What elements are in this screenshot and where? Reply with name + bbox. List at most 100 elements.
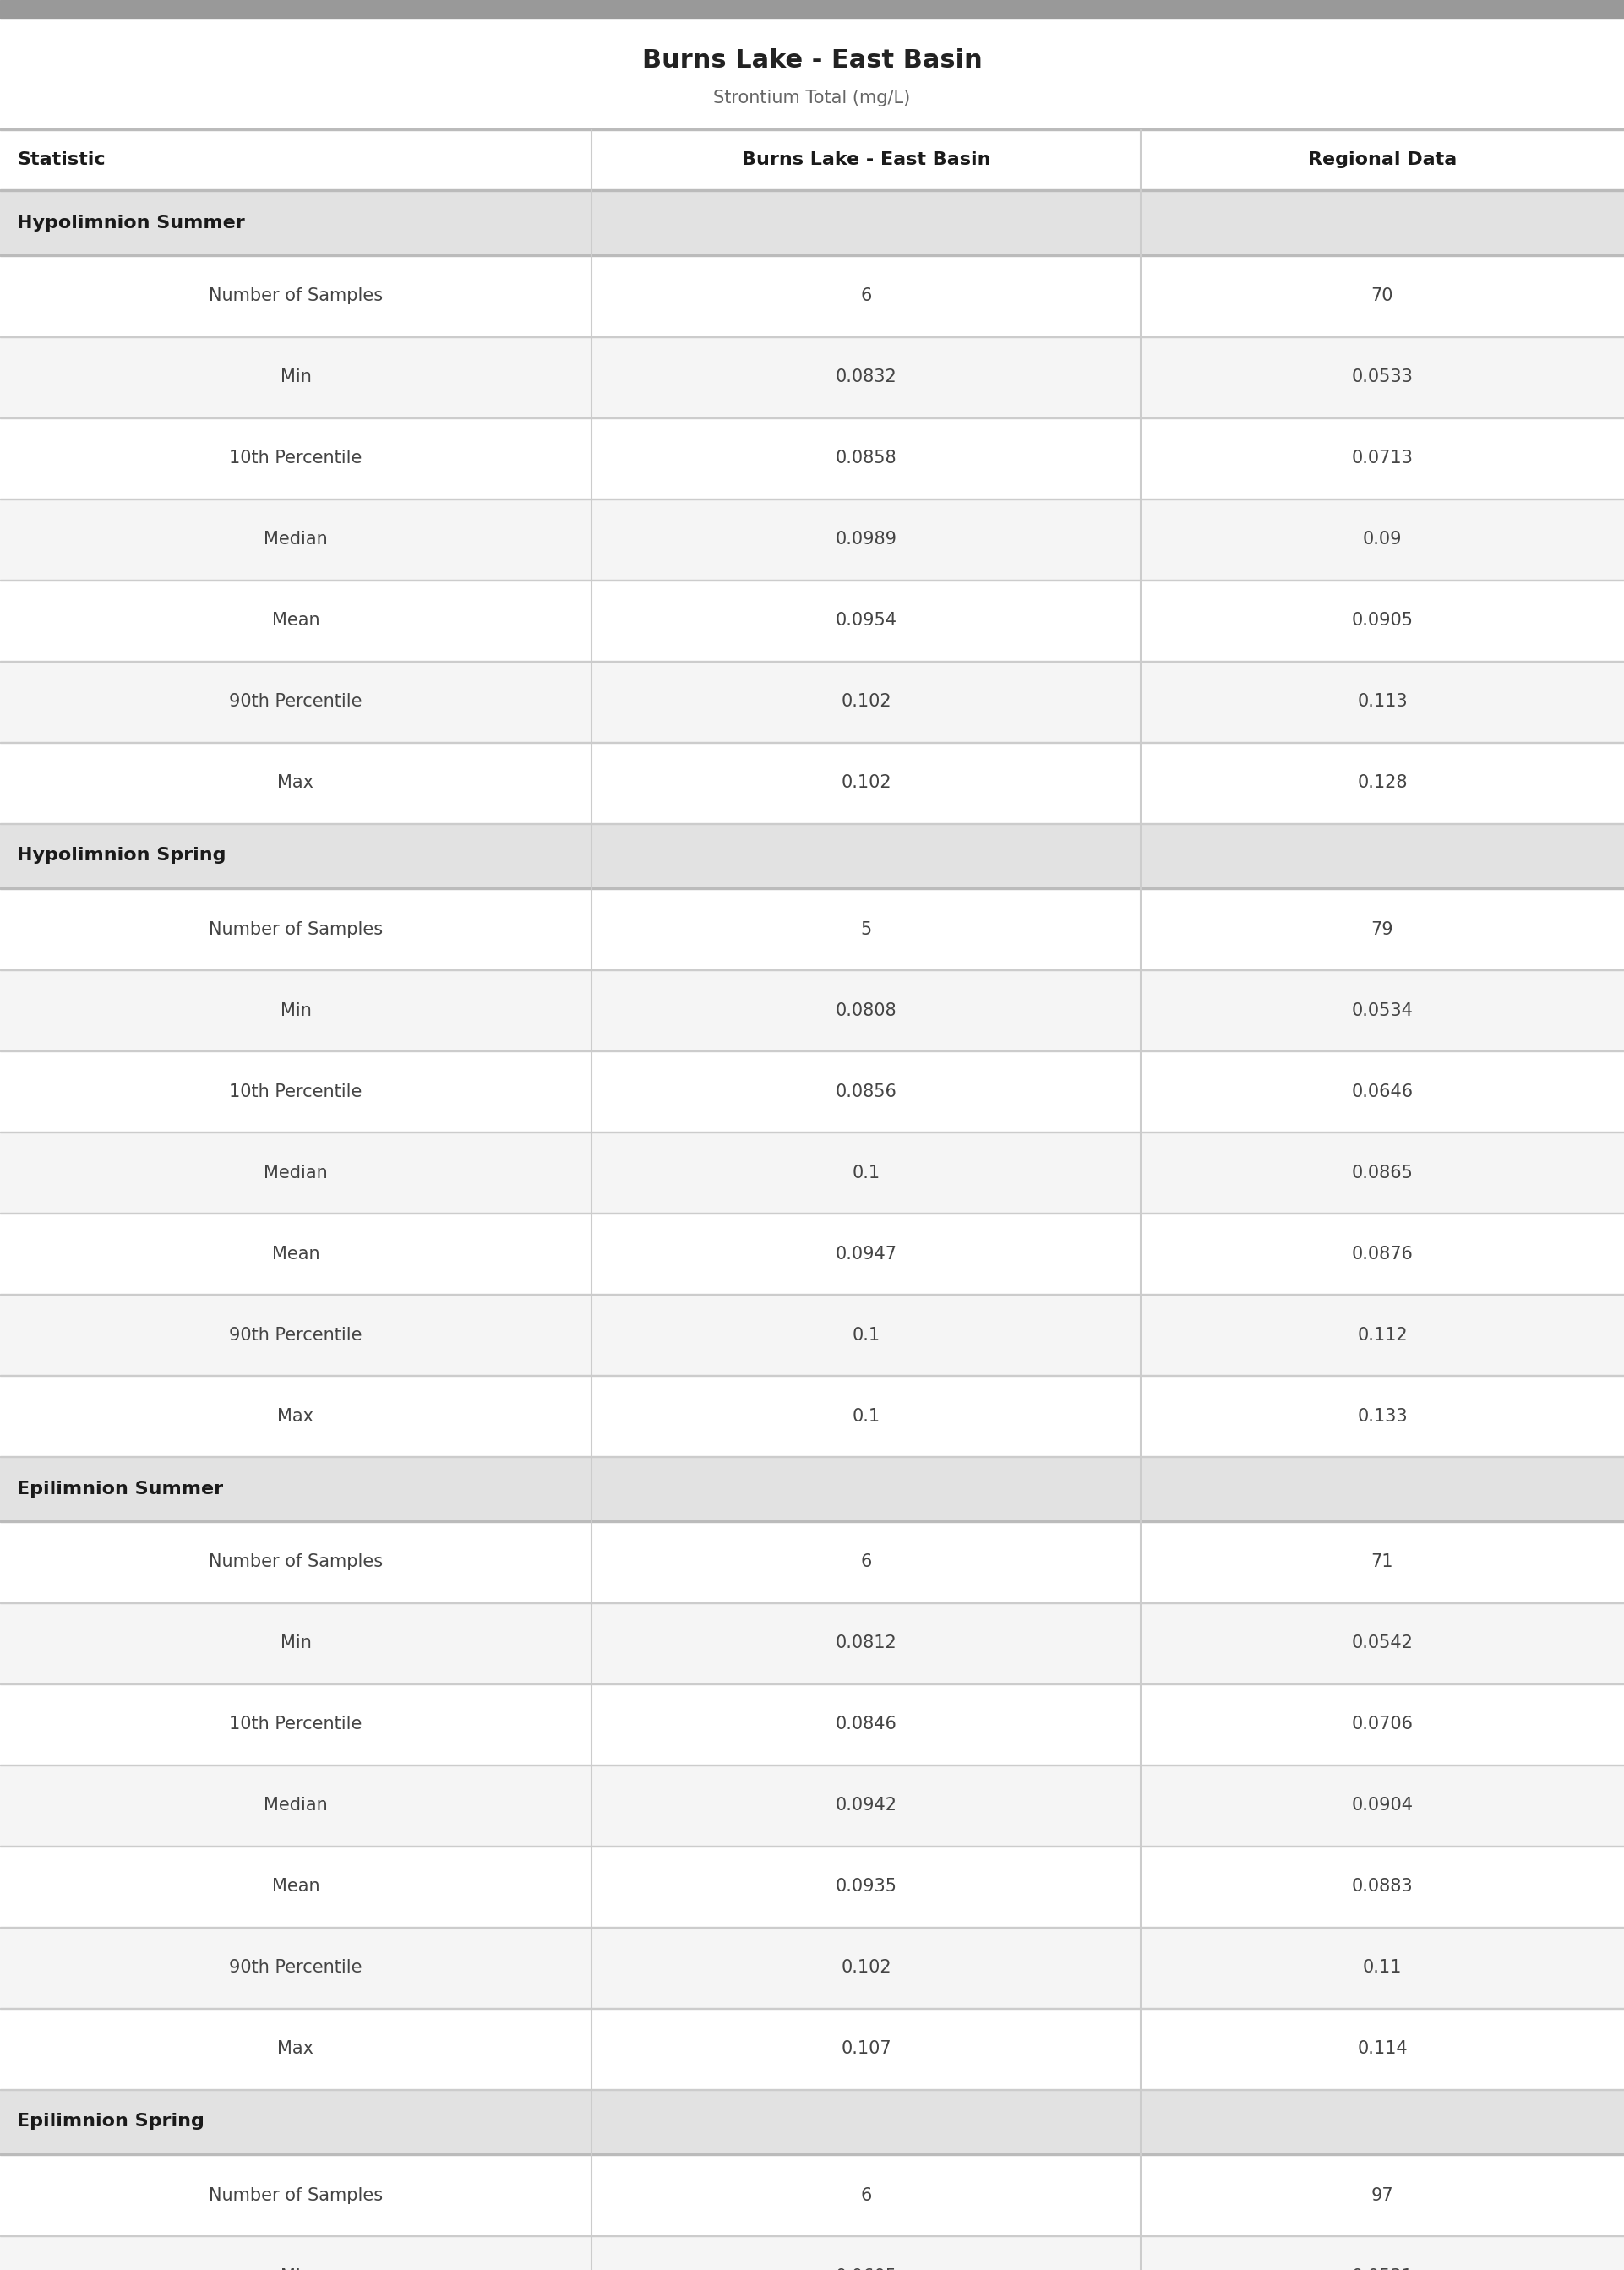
Text: 0.114: 0.114 (1358, 2041, 1408, 2057)
Bar (0, 1927, 1624, 2009)
Bar (0, 581, 1624, 661)
Text: Strontium Total (mg/L): Strontium Total (mg/L) (713, 89, 911, 107)
Text: 6: 6 (861, 2186, 872, 2204)
Bar (0, 129, 1624, 188)
Bar (0, 2009, 1624, 2088)
Text: 0.0846: 0.0846 (835, 1716, 896, 1732)
Bar (0, 890, 1624, 969)
Text: 10th Percentile: 10th Percentile (229, 1716, 362, 1732)
Text: Max: Max (278, 774, 313, 792)
Text: Hypolimnion Summer: Hypolimnion Summer (16, 213, 245, 232)
Text: Number of Samples: Number of Samples (208, 1553, 383, 1571)
Bar (0, 1457, 1624, 1521)
Bar (0, 1523, 1624, 1603)
Text: 0.0883: 0.0883 (1351, 1877, 1413, 1895)
Text: Mean: Mean (271, 1877, 320, 1895)
Text: 0.0646: 0.0646 (1351, 1083, 1413, 1101)
Text: 0.0533: 0.0533 (1351, 370, 1413, 386)
Text: 0.0856: 0.0856 (835, 1083, 896, 1101)
Text: 0.0865: 0.0865 (1351, 1165, 1413, 1180)
Text: 0.1: 0.1 (853, 1407, 880, 1426)
Text: 0.0947: 0.0947 (835, 1246, 896, 1262)
Text: 0.102: 0.102 (841, 692, 892, 711)
Text: 0.0954: 0.0954 (835, 613, 896, 629)
Text: 97: 97 (1371, 2186, 1393, 2204)
Bar (0, 1766, 1624, 1846)
Text: 90th Percentile: 90th Percentile (229, 1959, 362, 1977)
Text: 0.09: 0.09 (1363, 531, 1402, 547)
Bar (0, 2236, 1624, 2270)
Text: 6: 6 (861, 288, 872, 304)
Text: 0.112: 0.112 (1358, 1326, 1408, 1344)
Text: Hypolimnion Spring: Hypolimnion Spring (16, 847, 226, 865)
Text: 10th Percentile: 10th Percentile (229, 1083, 362, 1101)
Bar (0, 2091, 1624, 2154)
Text: 6: 6 (861, 1553, 872, 1571)
Text: 0.0542: 0.0542 (1351, 1634, 1413, 1653)
Text: Number of Samples: Number of Samples (208, 2186, 383, 2204)
Text: 0.0858: 0.0858 (835, 449, 896, 468)
Text: 0.102: 0.102 (841, 774, 892, 792)
Text: 0.102: 0.102 (841, 1959, 892, 1977)
Bar (0, 1294, 1624, 1376)
Text: 0.0706: 0.0706 (1351, 1716, 1413, 1732)
Text: Epilimnion Summer: Epilimnion Summer (16, 1480, 222, 1498)
Text: Min: Min (281, 370, 312, 386)
Text: Min: Min (281, 1634, 312, 1653)
Text: 0.0942: 0.0942 (835, 1798, 896, 1814)
Text: 0.0832: 0.0832 (835, 370, 896, 386)
Text: 0.0876: 0.0876 (1351, 1246, 1413, 1262)
Text: Median: Median (263, 1798, 328, 1814)
Text: 0.1: 0.1 (853, 1326, 880, 1344)
Text: 0.113: 0.113 (1358, 692, 1408, 711)
Text: Max: Max (278, 1407, 313, 1426)
Text: Epilimnion Spring: Epilimnion Spring (16, 2113, 205, 2129)
Text: Burns Lake - East Basin: Burns Lake - East Basin (742, 152, 991, 168)
Text: Statistic: Statistic (16, 152, 106, 168)
Text: 0.107: 0.107 (841, 2041, 892, 2057)
Bar (0, 1684, 1624, 1764)
Text: Mean: Mean (271, 1246, 320, 1262)
Text: 0.0713: 0.0713 (1351, 449, 1413, 468)
Text: 70: 70 (1371, 288, 1393, 304)
Text: 0.1: 0.1 (853, 1165, 880, 1180)
Text: 10th Percentile: 10th Percentile (229, 449, 362, 468)
Bar (0, 191, 1624, 254)
Bar (0, 1376, 1624, 1455)
Text: 79: 79 (1371, 922, 1393, 938)
Bar (0, 742, 1624, 824)
Text: 0.0989: 0.0989 (835, 531, 896, 547)
Text: 0.128: 0.128 (1358, 774, 1408, 792)
Text: 0.133: 0.133 (1358, 1407, 1408, 1426)
Text: 5: 5 (861, 922, 872, 938)
Text: Number of Samples: Number of Samples (208, 922, 383, 938)
Bar (0, 1603, 1624, 1684)
Text: Mean: Mean (271, 613, 320, 629)
Bar (0, 257, 1624, 336)
Bar (0, 0, 1624, 18)
Bar (0, 499, 1624, 579)
Text: Burns Lake - East Basin: Burns Lake - East Basin (641, 48, 983, 73)
Text: 0.0808: 0.0808 (835, 1001, 896, 1019)
Bar (0, 663, 1624, 742)
Text: 0.0935: 0.0935 (835, 1877, 896, 1895)
Text: 0.0534: 0.0534 (1351, 1001, 1413, 1019)
Text: Number of Samples: Number of Samples (208, 288, 383, 304)
Text: 0.11: 0.11 (1363, 1959, 1402, 1977)
Bar (0, 418, 1624, 499)
Text: Median: Median (263, 531, 328, 547)
Text: 0.0904: 0.0904 (1351, 1798, 1413, 1814)
Bar (0, 824, 1624, 888)
Text: Min: Min (281, 1001, 312, 1019)
Text: Regional Data: Regional Data (1307, 152, 1457, 168)
Bar (0, 18, 1624, 129)
Bar (0, 1133, 1624, 1212)
Bar (0, 338, 1624, 418)
Bar (0, 1214, 1624, 1294)
Text: 0.0905: 0.0905 (1351, 613, 1413, 629)
Text: 0.0812: 0.0812 (835, 1634, 896, 1653)
Bar (0, 1846, 1624, 1927)
Bar (0, 1051, 1624, 1133)
Bar (0, 2154, 1624, 2236)
Text: 90th Percentile: 90th Percentile (229, 692, 362, 711)
